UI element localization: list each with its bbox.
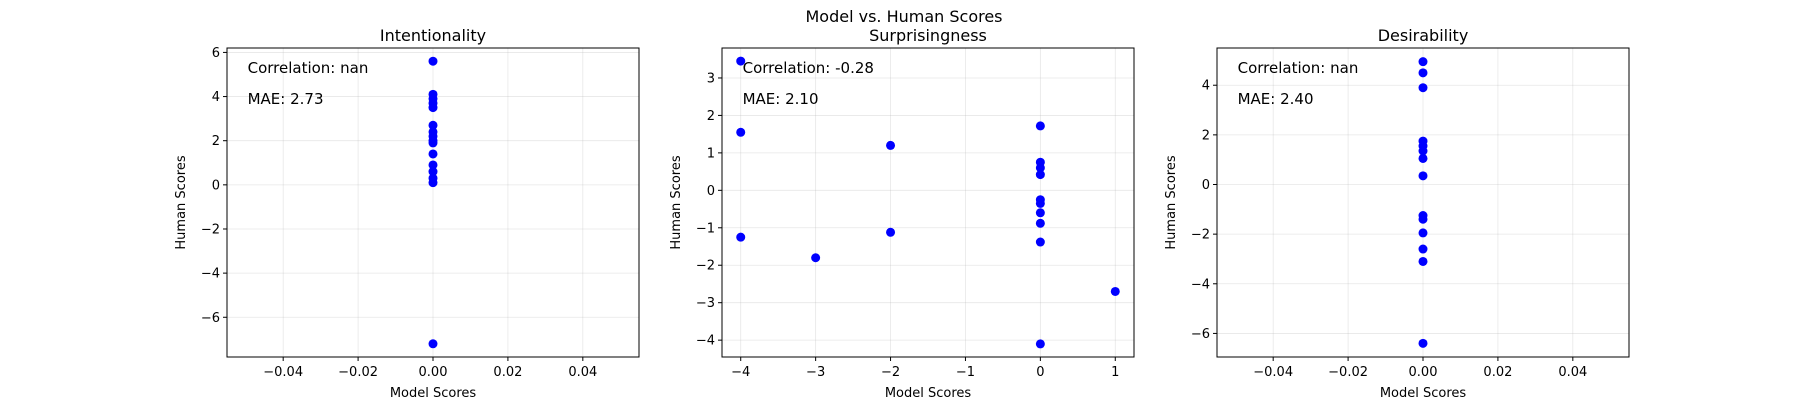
data-point <box>736 232 746 242</box>
subplot-3: −0.04 −0.02 0.00 0.02 0.04 −6 −4 −2 0 2 4 Correlati… <box>1164 26 1630 400</box>
subplot-title: Intentionality <box>380 26 486 45</box>
annotation-text: MAE: 2.10 <box>743 90 819 108</box>
y-tick-label: −4 <box>1191 277 1210 292</box>
data-point <box>1418 57 1428 67</box>
data-point <box>1418 244 1428 254</box>
data-point <box>1035 121 1045 131</box>
y-tick-label: 4 <box>212 90 220 105</box>
x-tick-label: 0.00 <box>1409 365 1438 380</box>
data-point <box>736 127 746 137</box>
annotation-text: MAE: 2.73 <box>248 90 324 108</box>
x-tick-label: −0.04 <box>263 365 303 380</box>
data-point <box>428 138 438 148</box>
x-tick-label: −1 <box>956 365 975 380</box>
x-tick-label: −0.04 <box>1253 365 1293 380</box>
y-tick-label: 6 <box>212 46 220 61</box>
y-tick-label: 0 <box>212 178 220 193</box>
y-tick-label: −2 <box>1191 228 1210 243</box>
data-point <box>1035 198 1045 208</box>
y-axis-label: Human Scores <box>1164 155 1179 249</box>
y-tick-label: −4 <box>696 334 715 349</box>
y-tick-label: 3 <box>707 71 715 86</box>
plot-area <box>1217 48 1629 357</box>
subplot-1: −0.04 −0.02 0.00 0.02 0.04 −6 −4 −2 0 2 4 6 Correlat… <box>174 26 640 400</box>
y-tick-label: −2 <box>201 222 220 237</box>
x-tick-label: 0 <box>1036 365 1044 380</box>
data-point <box>1418 68 1428 78</box>
x-tick-label: −0.02 <box>338 365 378 380</box>
data-point <box>1035 237 1045 247</box>
data-point <box>428 339 438 349</box>
data-point <box>1035 339 1045 349</box>
x-axis-label: Model Scores <box>1380 386 1467 400</box>
x-tick-label: 0.02 <box>493 365 522 380</box>
y-tick-label: −1 <box>696 221 715 236</box>
x-axis-label: Model Scores <box>885 386 972 400</box>
data-point <box>428 103 438 113</box>
x-axis-label: Model Scores <box>390 386 477 400</box>
data-point <box>428 160 438 170</box>
data-point <box>811 253 821 263</box>
data-point <box>1418 338 1428 348</box>
annotation-text: MAE: 2.40 <box>1238 90 1314 108</box>
data-point <box>1418 214 1428 224</box>
subplot-2: −4 −3 −2 −1 0 1 −4 −3 −2 −1 0 1 2 3 Correlation: -0.28… <box>669 26 1135 400</box>
subplot-title: Surprisingness <box>869 26 987 45</box>
x-tick-label: 0.00 <box>419 365 448 380</box>
y-tick-label: 0 <box>1202 178 1210 193</box>
data-point <box>1418 228 1428 238</box>
data-point <box>736 56 746 66</box>
data-point <box>428 149 438 159</box>
annotation-text: Correlation: -0.28 <box>743 59 874 77</box>
data-point <box>1035 218 1045 228</box>
y-tick-label: −6 <box>1191 327 1210 342</box>
plot-area <box>722 48 1134 357</box>
y-tick-label: −4 <box>201 267 220 282</box>
y-tick-label: 4 <box>1202 79 1210 94</box>
y-tick-label: −6 <box>201 311 220 326</box>
data-point <box>428 56 438 66</box>
y-axis-label: Human Scores <box>174 155 189 249</box>
x-tick-label: −2 <box>881 365 900 380</box>
data-point <box>1418 83 1428 93</box>
axes-frame <box>1216 47 1630 358</box>
data-point <box>1418 153 1428 163</box>
x-tick-label: −4 <box>731 365 750 380</box>
y-tick-label: 2 <box>1202 128 1210 143</box>
data-point <box>886 227 896 237</box>
x-tick-label: 0.04 <box>568 365 597 380</box>
annotation-text: Correlation: nan <box>248 59 369 77</box>
data-point <box>1418 171 1428 181</box>
axes-frame <box>226 47 640 358</box>
figure-suptitle: Model vs. Human Scores <box>805 7 1002 26</box>
subplot-title: Desirability <box>1378 26 1469 45</box>
annotation-text: Correlation: nan <box>1238 59 1359 77</box>
axes-frame <box>721 47 1135 358</box>
y-tick-label: −3 <box>696 296 715 311</box>
x-tick-label: −0.02 <box>1328 365 1368 380</box>
x-tick-label: 0.02 <box>1483 365 1512 380</box>
x-tick-label: −3 <box>806 365 825 380</box>
x-tick-label: 0.04 <box>1558 365 1587 380</box>
y-axis-label: Human Scores <box>669 155 684 249</box>
data-point <box>428 120 438 130</box>
y-tick-label: 2 <box>707 109 715 124</box>
data-point <box>1035 208 1045 218</box>
data-point <box>886 140 896 150</box>
y-tick-label: −2 <box>696 259 715 274</box>
y-tick-label: 0 <box>707 184 715 199</box>
x-tick-label: 1 <box>1111 365 1119 380</box>
data-point <box>1418 256 1428 266</box>
data-point <box>1035 163 1045 173</box>
data-point <box>1418 146 1428 156</box>
data-point <box>428 167 438 177</box>
data-point <box>428 178 438 188</box>
y-tick-label: 1 <box>707 146 715 161</box>
data-point <box>1035 170 1045 180</box>
y-tick-label: 2 <box>212 134 220 149</box>
data-point <box>1110 286 1120 296</box>
